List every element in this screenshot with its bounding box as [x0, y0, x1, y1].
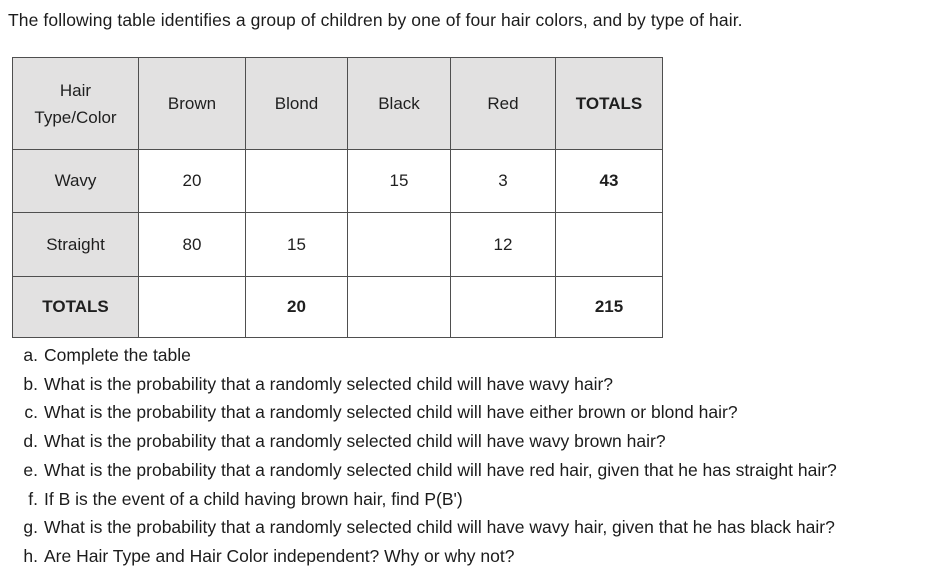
corner-label-line2: Type/Color: [34, 107, 117, 127]
cell-totals-brown: [138, 276, 246, 338]
cell-wavy-blond: [245, 149, 348, 213]
table-row-wavy: Wavy 20 15 3 43: [12, 149, 663, 213]
cell-wavy-brown: 20: [138, 149, 246, 213]
cell-straight-blond: 15: [245, 212, 348, 277]
question-f: f. If B is the event of a child having b…: [12, 485, 837, 514]
row-label-totals: TOTALS: [12, 276, 139, 338]
header-col-black: Black: [347, 57, 451, 150]
table-header-row: Hair Type/Color Brown Blond Black Red TO…: [12, 57, 663, 150]
question-text: If B is the event of a child having brow…: [44, 488, 463, 509]
question-text: What is the probability that a randomly …: [44, 459, 837, 480]
question-e: e. What is the probability that a random…: [12, 456, 837, 485]
header-col-totals: TOTALS: [555, 57, 663, 150]
question-text: What is the probability that a randomly …: [44, 373, 614, 394]
question-text: What is the probability that a randomly …: [44, 402, 738, 423]
question-g: g. What is the probability that a random…: [12, 513, 837, 542]
table-row-straight: Straight 80 15 12: [12, 212, 663, 277]
cell-wavy-red: 3: [450, 149, 556, 213]
question-h: h. Are Hair Type and Hair Color independ…: [12, 542, 837, 571]
header-col-red: Red: [450, 57, 556, 150]
corner-label-line1: Hair: [59, 80, 92, 100]
question-letter: d.: [23, 431, 38, 452]
cell-totals-grand: 215: [555, 276, 663, 338]
question-letter: a.: [23, 345, 38, 365]
header-corner-cell: Hair Type/Color: [12, 57, 139, 150]
question-d: d. What is the probability that a random…: [12, 427, 837, 456]
question-text: What is the probability that a randomly …: [44, 431, 666, 452]
question-text: Are Hair Type and Hair Color independent…: [44, 545, 515, 566]
cell-straight-total: [555, 212, 663, 277]
question-letter: e.: [23, 459, 38, 480]
question-letter: f.: [28, 488, 38, 509]
question-letter: h.: [23, 545, 38, 566]
question-letter: g.: [23, 517, 38, 538]
row-label-wavy: Wavy: [12, 149, 139, 213]
header-col-blond: Blond: [245, 57, 348, 150]
cell-totals-black: [347, 276, 451, 338]
question-text: Complete the table: [44, 345, 191, 365]
table-row-totals: TOTALS 20 215: [12, 276, 663, 338]
question-list: a. Complete the table b. What is the pro…: [12, 341, 837, 571]
cell-straight-black: [347, 212, 451, 277]
cell-totals-blond: 20: [245, 276, 348, 338]
question-letter: c.: [24, 402, 38, 423]
page-title: The following table identifies a group o…: [8, 10, 743, 30]
question-a: a. Complete the table: [12, 341, 837, 370]
question-c: c. What is the probability that a random…: [12, 398, 837, 427]
cell-wavy-black: 15: [347, 149, 451, 213]
cell-wavy-total: 43: [555, 149, 663, 213]
row-label-straight: Straight: [12, 212, 139, 277]
question-text: What is the probability that a randomly …: [44, 517, 835, 538]
hair-color-type-table: Hair Type/Color Brown Blond Black Red TO…: [12, 57, 663, 338]
header-col-brown: Brown: [138, 57, 246, 150]
question-letter: b.: [23, 373, 38, 394]
cell-totals-red: [450, 276, 556, 338]
question-b: b. What is the probability that a random…: [12, 370, 837, 399]
cell-straight-brown: 80: [138, 212, 246, 277]
cell-straight-red: 12: [450, 212, 556, 277]
